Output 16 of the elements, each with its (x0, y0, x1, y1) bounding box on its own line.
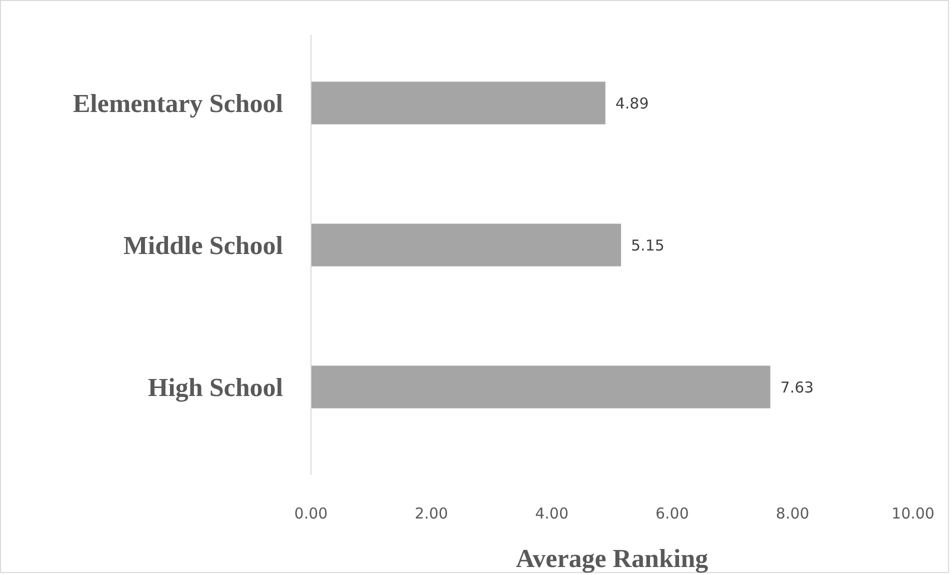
bar (311, 82, 606, 124)
x-axis-title: Average Ranking (516, 544, 708, 573)
x-tick-label: 10.00 (892, 504, 934, 523)
x-tick-label: 4.00 (535, 504, 569, 523)
x-tick-label: 2.00 (414, 504, 448, 523)
x-tick-label: 0.00 (294, 504, 328, 523)
data-label: 7.63 (780, 378, 814, 396)
y-tick-label: Elementary School (72, 89, 283, 118)
bar (311, 366, 770, 408)
data-label: 4.89 (615, 94, 649, 112)
x-tick-label: 6.00 (655, 504, 689, 523)
x-tick-label: 8.00 (776, 504, 810, 523)
y-tick-label: High School (148, 373, 283, 402)
bar (311, 224, 622, 266)
data-label: 5.15 (631, 236, 664, 254)
y-tick-label: Middle School (123, 231, 283, 260)
